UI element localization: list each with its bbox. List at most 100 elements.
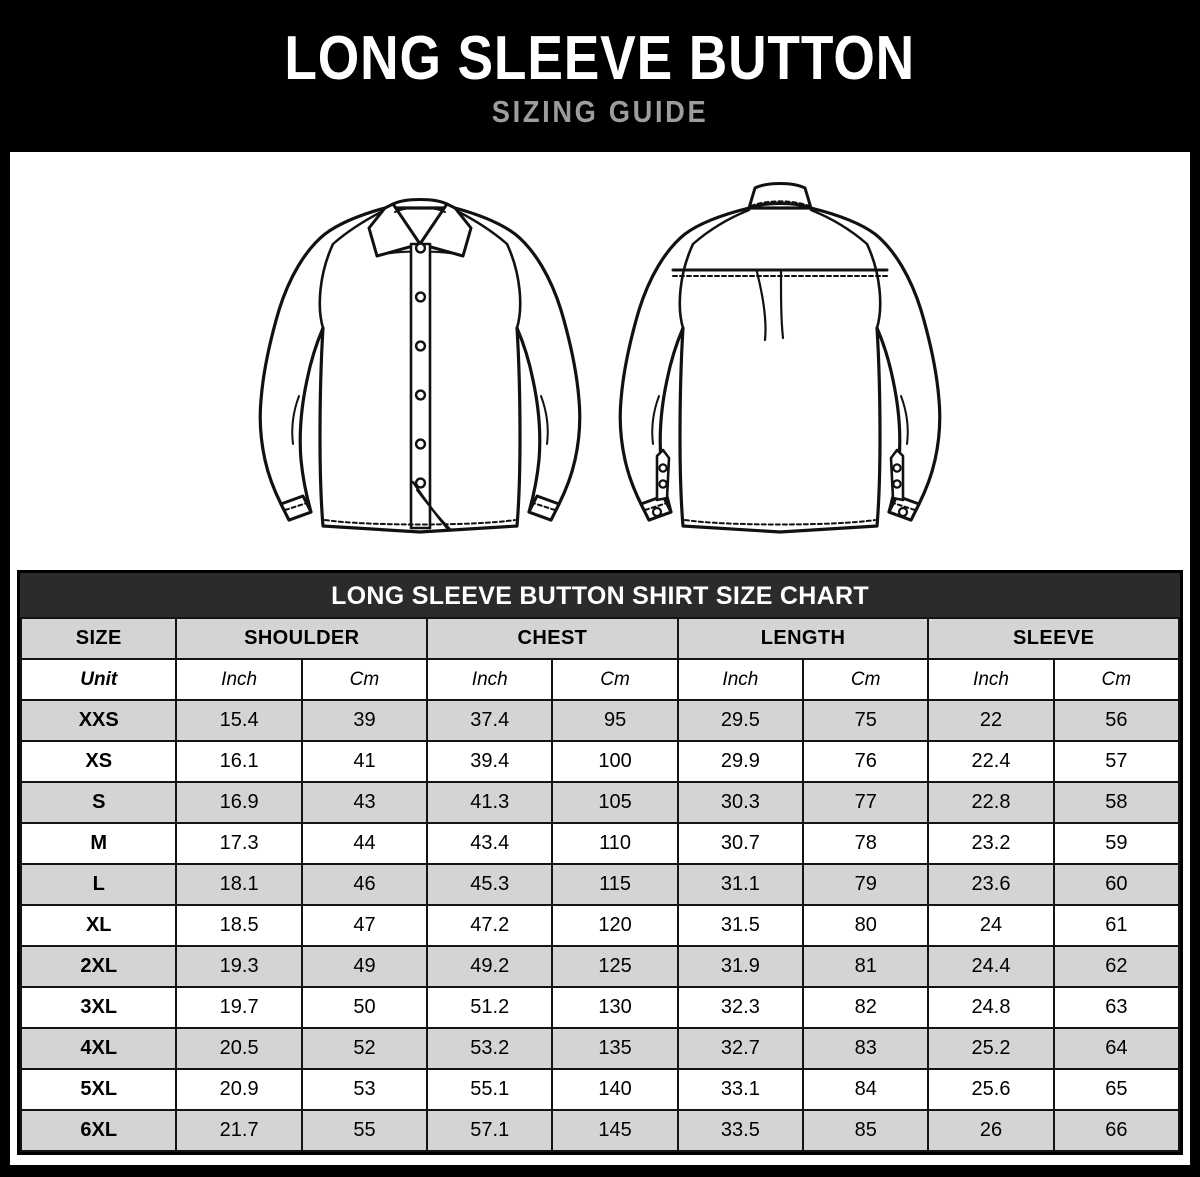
- table-row: S 16.9 43 41.3 105 30.3 77 22.8 58: [19, 781, 1181, 824]
- cell-sleeve-cm: 64: [1052, 1027, 1181, 1070]
- cell-shoulder-cm: 46: [300, 863, 429, 906]
- column-header-sleeve: SLEEVE: [927, 617, 1180, 660]
- cell-shoulder-cm: 55: [300, 1109, 429, 1152]
- cell-shoulder-cm: 39: [300, 699, 429, 742]
- column-header-size: SIZE: [19, 617, 178, 660]
- cell-length-inch: 29.5: [676, 699, 805, 742]
- cell-shoulder-inch: 21.7: [175, 1109, 303, 1152]
- cell-length-inch: 31.9: [676, 945, 805, 988]
- size-chart-body: XXS 15.4 39 37.4 95 29.5 75 22 56 XS 16.1 41 39.4 100…: [19, 699, 1181, 1152]
- cell-length-inch: 31.1: [676, 863, 805, 906]
- cell-length-inch: 30.3: [676, 781, 805, 824]
- cell-length-cm: 82: [802, 986, 930, 1029]
- chart-title: LONG SLEEVE BUTTON SHIRT SIZE CHART: [20, 573, 1180, 619]
- cell-shoulder-cm: 41: [300, 740, 429, 783]
- size-chart-table: LONG SLEEVE BUTTON SHIRT SIZE CHART SIZE…: [19, 573, 1181, 1152]
- page-subtitle: SIZING GUIDE: [491, 94, 709, 130]
- cell-sleeve-inch: 23.2: [927, 822, 1055, 865]
- cell-shoulder-inch: 19.3: [175, 945, 303, 988]
- cell-shoulder-inch: 16.1: [175, 740, 303, 783]
- table-row: L 18.1 46 45.3 115 31.1 79 23.6 60: [19, 863, 1181, 906]
- cell-chest-cm: 145: [551, 1109, 679, 1152]
- cell-chest-inch: 39.4: [426, 740, 554, 783]
- shirt-front-view-icon: [258, 197, 582, 534]
- cell-length-inch: 33.5: [676, 1109, 805, 1152]
- table-row: 6XL 21.7 55 57.1 145 33.5 85 26 66: [19, 1109, 1181, 1152]
- size-chart-table-wrapper: LONG SLEEVE BUTTON SHIRT SIZE CHART SIZE…: [17, 570, 1183, 1155]
- header-banner: LONG SLEEVE BUTTON SIZING GUIDE: [0, 0, 1200, 152]
- cell-chest-cm: 140: [551, 1068, 679, 1111]
- unit-chest-cm: Cm: [551, 658, 679, 701]
- cell-sleeve-cm: 57: [1052, 740, 1181, 783]
- cell-size: XS: [19, 740, 178, 783]
- cell-shoulder-cm: 49: [300, 945, 429, 988]
- cell-sleeve-inch: 25.2: [927, 1027, 1055, 1070]
- cell-sleeve-inch: 22: [927, 699, 1055, 742]
- cell-chest-inch: 49.2: [426, 945, 554, 988]
- cell-shoulder-inch: 20.9: [175, 1068, 303, 1111]
- cell-chest-cm: 100: [551, 740, 679, 783]
- cell-shoulder-cm: 43: [300, 781, 429, 824]
- cell-sleeve-inch: 24.4: [927, 945, 1055, 988]
- cell-shoulder-inch: 15.4: [175, 699, 303, 742]
- cell-sleeve-inch: 25.6: [927, 1068, 1055, 1111]
- table-row: 3XL 19.7 50 51.2 130 32.3 82 24.8 63: [19, 986, 1181, 1029]
- cell-sleeve-cm: 65: [1052, 1068, 1181, 1111]
- column-header-length: LENGTH: [676, 617, 930, 660]
- column-header-shoulder: SHOULDER: [175, 617, 429, 660]
- cell-sleeve-inch: 22.8: [927, 781, 1055, 824]
- cell-sleeve-cm: 62: [1052, 945, 1181, 988]
- cell-size: 6XL: [19, 1109, 178, 1152]
- cell-chest-inch: 51.2: [426, 986, 554, 1029]
- cell-shoulder-cm: 50: [300, 986, 429, 1029]
- table-row: M 17.3 44 43.4 110 30.7 78 23.2 59: [19, 822, 1181, 865]
- cell-length-inch: 32.3: [676, 986, 805, 1029]
- cell-length-cm: 76: [802, 740, 930, 783]
- cell-shoulder-cm: 44: [300, 822, 429, 865]
- table-row: XL 18.5 47 47.2 120 31.5 80 24 61: [19, 904, 1181, 947]
- cell-length-cm: 84: [802, 1068, 930, 1111]
- cell-size: 4XL: [19, 1027, 178, 1070]
- cell-chest-inch: 57.1: [426, 1109, 554, 1152]
- cell-size: XXS: [19, 699, 178, 742]
- unit-shoulder-cm: Cm: [300, 658, 429, 701]
- table-row: XXS 15.4 39 37.4 95 29.5 75 22 56: [19, 699, 1181, 742]
- illustration-area: [10, 152, 1190, 567]
- cell-sleeve-cm: 66: [1052, 1109, 1181, 1152]
- cell-sleeve-inch: 26: [927, 1109, 1055, 1152]
- cell-length-cm: 80: [802, 904, 930, 947]
- cell-size: L: [19, 863, 178, 906]
- cell-length-cm: 85: [802, 1109, 930, 1152]
- unit-sleeve-inch: Inch: [927, 658, 1055, 701]
- cell-chest-cm: 110: [551, 822, 679, 865]
- cell-length-inch: 32.7: [676, 1027, 805, 1070]
- cell-shoulder-inch: 16.9: [175, 781, 303, 824]
- cell-shoulder-inch: 18.5: [175, 904, 303, 947]
- cell-chest-inch: 43.4: [426, 822, 554, 865]
- cell-size: 5XL: [19, 1068, 178, 1111]
- cell-sleeve-inch: 22.4: [927, 740, 1055, 783]
- table-row: 4XL 20.5 52 53.2 135 32.7 83 25.2 64: [19, 1027, 1181, 1070]
- cell-length-inch: 30.7: [676, 822, 805, 865]
- cell-length-cm: 83: [802, 1027, 930, 1070]
- chart-title-row: LONG SLEEVE BUTTON SHIRT SIZE CHART: [20, 573, 1180, 619]
- cell-sleeve-inch: 23.6: [927, 863, 1055, 906]
- cell-length-cm: 79: [802, 863, 930, 906]
- cell-sleeve-cm: 58: [1052, 781, 1181, 824]
- cell-length-cm: 75: [802, 699, 930, 742]
- cell-size: XL: [19, 904, 178, 947]
- cell-sleeve-inch: 24.8: [927, 986, 1055, 1029]
- placket-buttons-icon: [414, 241, 427, 489]
- cell-chest-cm: 135: [551, 1027, 679, 1070]
- unit-chest-inch: Inch: [426, 658, 554, 701]
- cell-sleeve-cm: 63: [1052, 986, 1181, 1029]
- cell-chest-cm: 95: [551, 699, 679, 742]
- cell-chest-inch: 45.3: [426, 863, 554, 906]
- cell-size: 3XL: [19, 986, 178, 1029]
- cell-size: S: [19, 781, 178, 824]
- content-panel: LONG SLEEVE BUTTON SHIRT SIZE CHART SIZE…: [10, 152, 1190, 1165]
- cell-size: 2XL: [19, 945, 178, 988]
- table-row: XS 16.1 41 39.4 100 29.9 76 22.4 57: [19, 740, 1181, 783]
- cuff-buttons-icon: [651, 462, 909, 517]
- unit-shoulder-inch: Inch: [175, 658, 303, 701]
